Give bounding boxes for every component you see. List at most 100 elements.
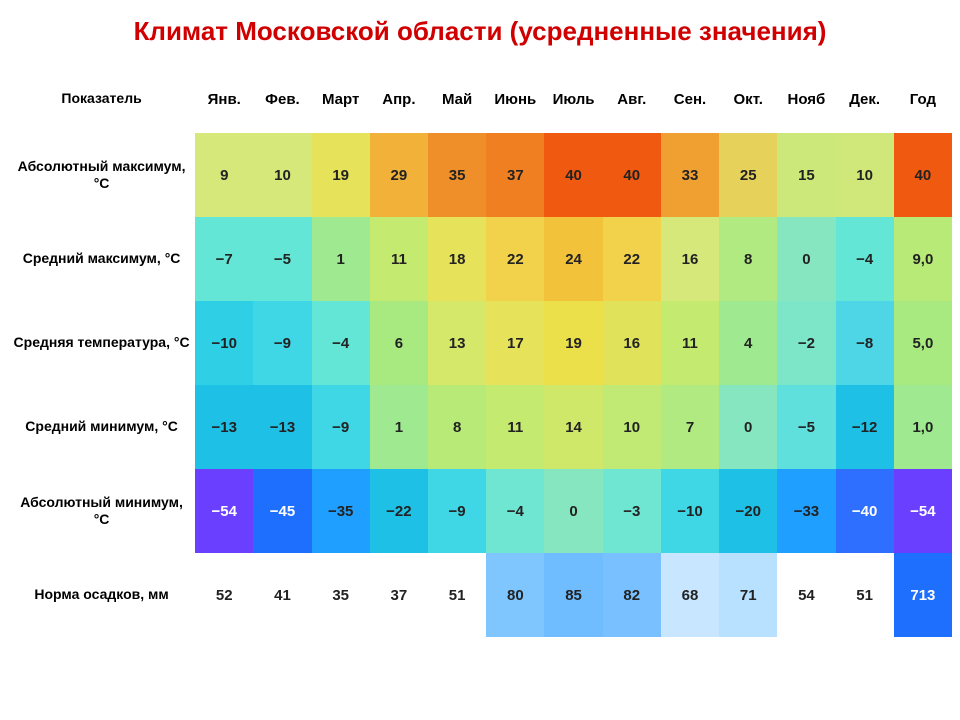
col-header: Апр. [370, 65, 428, 133]
table-cell: −54 [894, 469, 952, 553]
table-cell: 713 [894, 553, 952, 637]
table-cell: −5 [777, 385, 835, 469]
table-cell: 71 [719, 553, 777, 637]
col-header: Окт. [719, 65, 777, 133]
table-cell: 10 [253, 133, 311, 217]
table-cell: 7 [661, 385, 719, 469]
table-cell: −22 [370, 469, 428, 553]
table-cell: 11 [486, 385, 544, 469]
chart-title: Климат Московской области (усредненные з… [8, 16, 952, 47]
table-cell: −20 [719, 469, 777, 553]
table-cell: 33 [661, 133, 719, 217]
table-cell: −4 [836, 217, 894, 301]
table-cell: −10 [195, 301, 253, 385]
table-cell: 19 [544, 301, 602, 385]
table-cell: −2 [777, 301, 835, 385]
table-cell: 0 [719, 385, 777, 469]
table-row: Средний минимум, °C−13−13−91811141070−5−… [8, 385, 952, 469]
col-header: Год [894, 65, 952, 133]
col-header: Янв. [195, 65, 253, 133]
table-cell: 18 [428, 217, 486, 301]
col-header: Авг. [603, 65, 661, 133]
table-row: Средняя температура, °C−10−9−46131719161… [8, 301, 952, 385]
table-cell: 22 [486, 217, 544, 301]
col-header: Март [312, 65, 370, 133]
row-label: Абсолютный максимум, °C [8, 133, 195, 217]
table-cell: 17 [486, 301, 544, 385]
table-cell: 4 [719, 301, 777, 385]
table-cell: 6 [370, 301, 428, 385]
table-cell: 82 [603, 553, 661, 637]
table-row: Абсолютный максимум, °C91019293537404033… [8, 133, 952, 217]
table-cell: −9 [253, 301, 311, 385]
table-cell: −12 [836, 385, 894, 469]
table-row: Абсолютный минимум, °C−54−45−35−22−9−40−… [8, 469, 952, 553]
row-label: Абсолютный минимум, °C [8, 469, 195, 553]
header-row: Показатель Янв. Фев. Март Апр. Май Июнь … [8, 65, 952, 133]
table-cell: 19 [312, 133, 370, 217]
table-cell: 85 [544, 553, 602, 637]
table-cell: 24 [544, 217, 602, 301]
table-cell: −40 [836, 469, 894, 553]
col-header: Май [428, 65, 486, 133]
table-cell: −8 [836, 301, 894, 385]
table-cell: −9 [428, 469, 486, 553]
table-cell: 0 [544, 469, 602, 553]
table-cell: 14 [544, 385, 602, 469]
table-cell: 16 [661, 217, 719, 301]
table-cell: 41 [253, 553, 311, 637]
table-cell: 10 [603, 385, 661, 469]
table-cell: −7 [195, 217, 253, 301]
table-cell: −5 [253, 217, 311, 301]
table-cell: 25 [719, 133, 777, 217]
col-header: Июнь [486, 65, 544, 133]
row-label: Средний максимум, °C [8, 217, 195, 301]
table-cell: 35 [428, 133, 486, 217]
table-cell: 16 [603, 301, 661, 385]
row-label: Средняя температура, °C [8, 301, 195, 385]
table-cell: 51 [428, 553, 486, 637]
table-cell: 40 [603, 133, 661, 217]
table-cell: −13 [253, 385, 311, 469]
table-cell: −4 [312, 301, 370, 385]
row-label: Норма осадков, мм [8, 553, 195, 637]
table-cell: −13 [195, 385, 253, 469]
table-cell: −45 [253, 469, 311, 553]
row-label: Средний минимум, °C [8, 385, 195, 469]
table-cell: 1 [370, 385, 428, 469]
table-cell: −10 [661, 469, 719, 553]
table-row: Средний максимум, °C−7−5111182224221680−… [8, 217, 952, 301]
table-cell: 13 [428, 301, 486, 385]
table-row: Норма осадков, мм52413537518085826871545… [8, 553, 952, 637]
table-cell: 40 [544, 133, 602, 217]
table-cell: −54 [195, 469, 253, 553]
table-cell: −3 [603, 469, 661, 553]
table-cell: −33 [777, 469, 835, 553]
table-cell: 8 [719, 217, 777, 301]
table-cell: 1 [312, 217, 370, 301]
table-cell: 0 [777, 217, 835, 301]
col-header: Показатель [8, 65, 195, 133]
col-header: Июль [544, 65, 602, 133]
table-cell: −9 [312, 385, 370, 469]
table-cell: 1,0 [894, 385, 952, 469]
col-header: Фев. [253, 65, 311, 133]
table-cell: 40 [894, 133, 952, 217]
table-cell: 15 [777, 133, 835, 217]
col-header: Сен. [661, 65, 719, 133]
table-cell: 80 [486, 553, 544, 637]
table-cell: 22 [603, 217, 661, 301]
table-cell: 37 [370, 553, 428, 637]
table-cell: 9,0 [894, 217, 952, 301]
table-cell: −4 [486, 469, 544, 553]
table-cell: 11 [370, 217, 428, 301]
table-cell: 8 [428, 385, 486, 469]
table-cell: 68 [661, 553, 719, 637]
table-cell: 5,0 [894, 301, 952, 385]
table-cell: 11 [661, 301, 719, 385]
table-cell: 51 [836, 553, 894, 637]
table-cell: 52 [195, 553, 253, 637]
table-cell: −35 [312, 469, 370, 553]
table-cell: 54 [777, 553, 835, 637]
col-header: Дек. [836, 65, 894, 133]
